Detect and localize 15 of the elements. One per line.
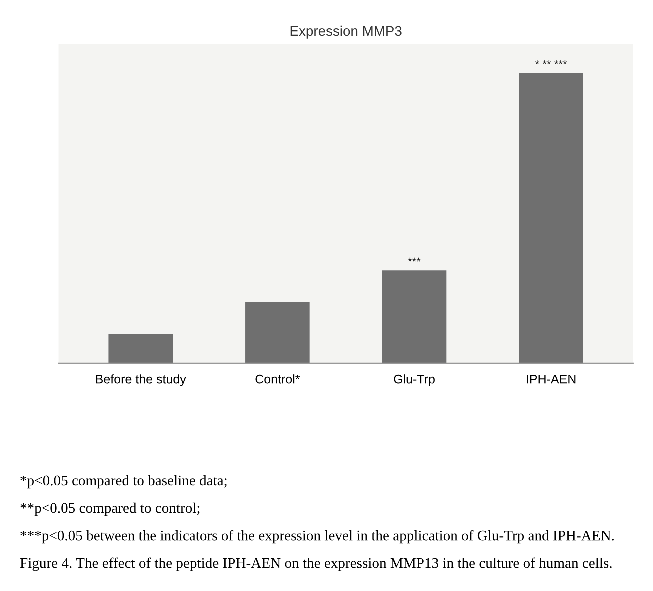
text: *p<0.05 compared to baseline data; (20, 475, 227, 489)
chart-title: Expression MMP3 (290, 26, 402, 39)
bar (108, 334, 174, 364)
x-tick-label: Before the study (96, 374, 186, 386)
annotation: *** (408, 258, 421, 262)
bar (382, 270, 447, 364)
x-tick-label: Glu-Trp (394, 374, 435, 386)
bar (519, 73, 584, 364)
text: ***p<0.05 between the indicators of the expression level in the application of Glu-Trp and IPH-AEN. (20, 530, 614, 544)
x-tick-label: IPH-AEN (527, 375, 576, 384)
caption: Figure 4. The effect of the peptide IPH-AEN on the expression MMP13 in the culture of human cells. (20, 558, 612, 572)
x-tick-label: Control* (256, 374, 300, 384)
annotation: * ** *** (535, 60, 568, 65)
text: **p<0.05 compared to control; (20, 502, 200, 516)
bar (246, 302, 310, 364)
